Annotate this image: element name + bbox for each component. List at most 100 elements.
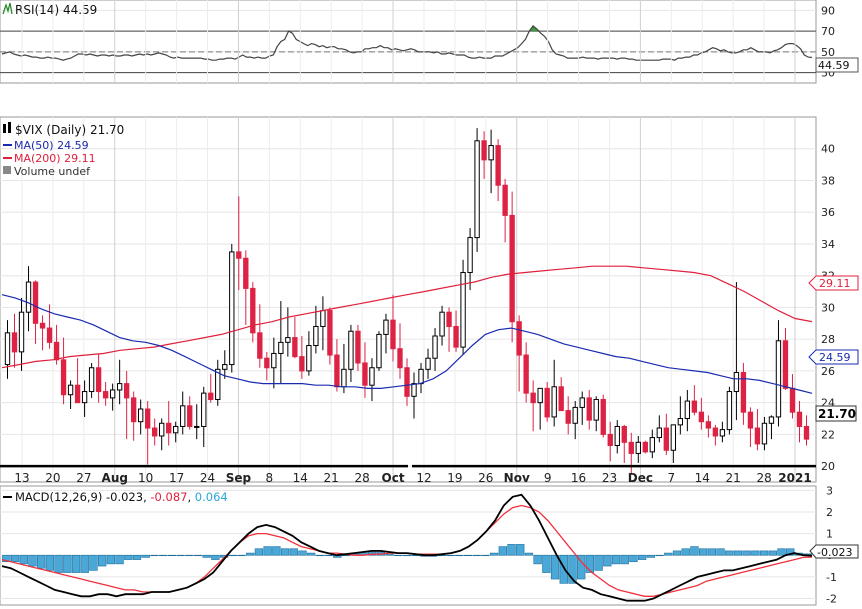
candle [39,315,46,351]
x-tick-label: 2021 [778,471,811,485]
macd-histogram-bar [158,554,168,557]
macd-histogram [2,544,812,584]
candle-body [264,357,270,369]
macd-histogram-bar [19,554,28,565]
macd-histogram-bar [141,554,150,558]
x-axis-labels: 13 20 27 Aug 10 17 24 Sep 8 14 21 28 Oct 12 19 26 Nov 9 16… [14,471,811,485]
candle [705,415,712,438]
price-y-tick-label: 26 [821,365,835,378]
candle [684,389,691,432]
candle-body [145,408,151,429]
price-legend: $VIX (Daily) 21.70 MA(50) 24.59 MA(200) … [3,122,124,178]
candle-body [18,311,25,353]
candle [159,418,165,451]
candle-body [712,427,719,437]
macd-histogram-bar [759,550,769,556]
x-tick-label: 24 [200,471,215,485]
candle [796,401,803,443]
candle [327,307,333,365]
macd-histogram-bar [124,554,133,560]
macd-histogram-bar [98,554,107,567]
candle [411,372,417,419]
rsi-legend: RSI(14) 44.59 [2,2,97,17]
macd-histogram-bar [2,554,11,563]
price-legend-icon-2 [8,122,11,133]
candle-body [376,333,382,369]
macd-histogram-bar [185,554,194,557]
candle [285,307,291,357]
candle-body [446,311,452,327]
candle [137,399,144,435]
x-tick-label: 14 [695,471,710,485]
price-y-tick-label: 22 [821,428,835,441]
candle-body [67,384,74,396]
candle-body [677,418,684,426]
candle [509,191,515,343]
candle [74,358,81,404]
candle-body [768,416,775,424]
candle-body [635,441,641,454]
macd-histogram-bar [786,548,795,556]
candle [145,401,151,465]
candle-body [775,340,782,418]
ma50-line [1,294,813,394]
candle [607,421,613,462]
candle-body [747,411,754,429]
candle-body [25,281,32,313]
macd-histogram-bar [228,554,237,557]
rsi-line [1,25,813,61]
price-y-tick-label: 20 [821,460,835,473]
candle-body [257,332,263,359]
candle [474,128,480,252]
candle [425,348,431,379]
candle-body [649,437,655,453]
macd-histogram-bar [507,544,516,556]
candle [698,397,705,430]
candle [446,307,452,352]
candle-body [222,364,228,370]
candle [292,316,298,359]
candle [579,391,585,425]
candle-body [180,405,186,427]
candle-body [81,391,88,404]
candle [201,386,207,448]
rsi-y-tick-label: 70 [821,25,835,38]
candle [271,337,277,389]
macd-legend-signal: -0.087 [150,490,187,504]
x-tick-label: 16 [571,471,586,485]
x-tick-label: 8 [266,471,274,485]
candle-body [348,330,354,370]
candle [278,301,284,384]
candle-body [74,384,81,404]
candle [649,429,655,459]
macd-histogram-bar [568,554,577,584]
candle-body [614,425,620,446]
candle-body [404,367,410,397]
candle-body [4,332,11,366]
macd-histogram-bar [289,548,298,556]
price-y-tick-label: 36 [821,206,835,219]
candle-body [102,391,109,399]
macd-histogram-bar [202,554,211,558]
x-tick-label: 28 [354,471,369,485]
macd-histogram-bar [472,554,481,557]
candle [397,323,403,379]
candle [257,304,263,368]
candle [495,139,501,202]
x-tick-label: 14 [293,471,308,485]
candle [53,324,60,365]
candle [558,377,564,412]
candle-body [439,311,445,337]
volume-legend-label: Volume undef [14,165,91,178]
candle [11,313,18,368]
price-y-tick-label: 38 [821,174,835,187]
macd-histogram-bar [463,554,473,557]
candle [719,421,726,443]
candle [642,440,648,454]
macd-histogram-bar [638,554,647,560]
candle-body [320,310,326,327]
macd-histogram-bar [733,550,743,556]
macd-histogram-bar [550,554,560,580]
